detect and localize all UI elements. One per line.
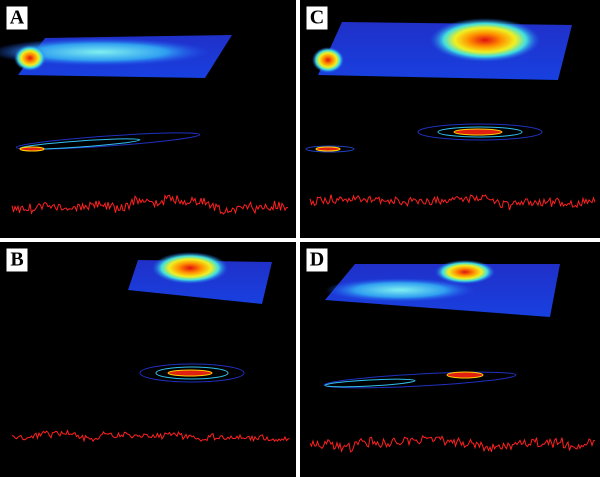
panel: D bbox=[300, 242, 600, 477]
surface-peak bbox=[430, 18, 540, 62]
signal-trace bbox=[309, 194, 596, 211]
panel-label: B bbox=[10, 249, 23, 271]
panel-label: C bbox=[310, 7, 324, 29]
contours bbox=[15, 132, 201, 152]
surface-ridge bbox=[0, 38, 210, 66]
contours bbox=[139, 363, 245, 383]
contours bbox=[305, 123, 543, 153]
surface-peak bbox=[435, 260, 495, 284]
label-box bbox=[305, 5, 329, 31]
panel: B bbox=[0, 242, 296, 477]
surface-peak bbox=[312, 47, 344, 73]
label-box bbox=[5, 5, 29, 31]
signal-trace bbox=[11, 429, 290, 443]
surface-peak bbox=[152, 252, 228, 284]
label-box bbox=[305, 247, 329, 273]
surface-ridge bbox=[325, 278, 475, 302]
panel-label: A bbox=[10, 7, 25, 29]
contours bbox=[323, 371, 517, 389]
surface-peak bbox=[14, 45, 46, 71]
panel-label: D bbox=[310, 249, 324, 271]
signal-trace bbox=[309, 434, 596, 453]
label-box bbox=[5, 247, 29, 273]
panel-background bbox=[0, 0, 296, 238]
panel: C bbox=[300, 0, 600, 238]
panel: A bbox=[0, 0, 296, 238]
signal-trace bbox=[11, 193, 288, 215]
